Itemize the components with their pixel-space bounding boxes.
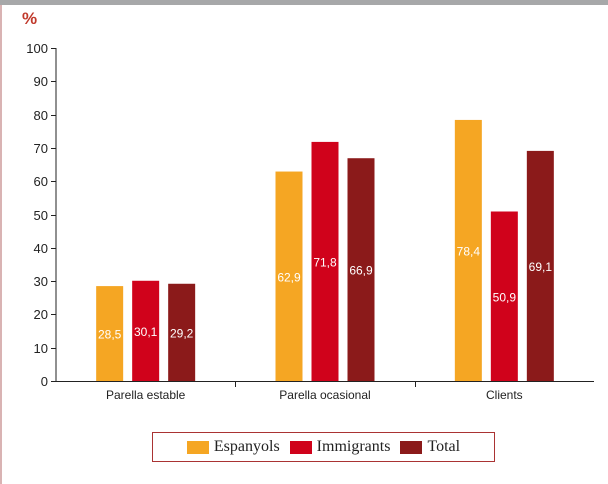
bar-total	[347, 158, 375, 381]
legend-swatch-immigrants	[289, 440, 312, 454]
bar-value-label: 50,9	[493, 290, 517, 304]
bar-value-label: 78,4	[457, 244, 481, 258]
x-category-label: Parella estable	[106, 388, 186, 402]
bar-value-label: 69,1	[529, 260, 553, 274]
bar-total	[526, 150, 554, 381]
y-tick-label: 80	[34, 108, 48, 123]
x-category-label: Parella ocasional	[279, 388, 370, 402]
bar-espanyols	[96, 286, 124, 381]
bar-value-label: 30,1	[134, 325, 158, 339]
legend: Espanyols Immigrants Total	[152, 432, 495, 462]
y-tick-label: 50	[34, 208, 48, 223]
legend-label-total: Total	[427, 438, 461, 455]
bar-total	[168, 283, 196, 381]
bar-immigrants	[132, 280, 160, 381]
y-tick-label: 60	[34, 174, 48, 189]
y-tick-label: 70	[34, 141, 48, 156]
top-bar	[0, 0, 608, 5]
legend-swatch-total	[400, 440, 423, 454]
bar-value-label: 28,5	[98, 328, 122, 342]
x-category-label: Clients	[486, 388, 523, 402]
y-tick-label: 0	[41, 374, 48, 389]
legend-label-espanyols: Espanyols	[213, 438, 280, 455]
bar-immigrants	[311, 141, 339, 381]
left-rule	[0, 5, 2, 484]
legend-item-espanyols: Espanyols	[186, 438, 280, 456]
y-tick-label: 40	[34, 241, 48, 256]
bar-immigrants	[490, 211, 518, 381]
bar-value-label: 71,8	[313, 255, 337, 269]
y-tick-label: 10	[34, 341, 48, 356]
legend-label-immigrants: Immigrants	[316, 438, 391, 455]
legend-item-total: Total	[400, 438, 460, 456]
bar-value-label: 62,9	[277, 270, 301, 284]
bar-value-label: 66,9	[349, 264, 373, 278]
y-unit-label: %	[22, 9, 38, 28]
bar-espanyols	[454, 119, 482, 381]
bar-value-label: 29,2	[170, 326, 194, 340]
y-tick-label: 90	[34, 74, 48, 89]
y-tick-label: 100	[26, 41, 48, 56]
legend-swatch-espanyols	[186, 440, 209, 454]
bar-espanyols	[275, 171, 303, 381]
y-tick-label: 30	[34, 274, 48, 289]
y-tick-label: 20	[34, 307, 48, 322]
legend-item-immigrants: Immigrants	[289, 438, 391, 456]
bar-chart: 0 10 20 30 40 50 60 70 80 90 100 28,5 30,1 29,2 Parell…	[26, 41, 594, 402]
